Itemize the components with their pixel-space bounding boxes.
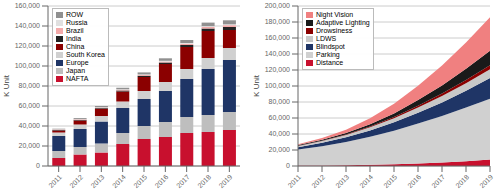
html-text:LDWS: LDWS: [316, 35, 337, 42]
svg-text:160,000: 160,000: [15, 2, 40, 9]
svg-text:160,000: 160,000: [265, 34, 290, 41]
svg-text:60,000: 60,000: [269, 114, 291, 121]
html-text:Russia: Russia: [66, 19, 88, 26]
html-text:Japan: Japan: [66, 67, 86, 74]
svg-text:40,000: 40,000: [19, 122, 41, 129]
svg-text:120,000: 120,000: [15, 42, 40, 49]
svg-text:2015: 2015: [132, 173, 148, 189]
svg-text:2019: 2019: [478, 173, 492, 189]
html-text:India: India: [66, 35, 82, 42]
html-text:South Korea: South Korea: [66, 51, 105, 58]
svg-text:100,000: 100,000: [265, 82, 290, 89]
svg-text:2018: 2018: [196, 173, 212, 189]
svg-text:2013: 2013: [90, 173, 106, 189]
svg-text:2015: 2015: [382, 173, 398, 189]
svg-text:2013: 2013: [334, 173, 350, 189]
html-text:Drowsiness: Drowsiness: [316, 27, 353, 34]
svg-text:140,000: 140,000: [15, 22, 40, 29]
svg-text:2014: 2014: [358, 173, 374, 189]
svg-text:0: 0: [36, 162, 40, 169]
svg-text:2012: 2012: [68, 173, 84, 189]
svg-text:2011: 2011: [287, 173, 303, 189]
svg-text:2018: 2018: [454, 173, 470, 189]
svg-text:2019: 2019: [218, 173, 234, 189]
svg-text:0: 0: [286, 162, 290, 169]
svg-text:60,000: 60,000: [19, 102, 41, 109]
svg-text:200,000: 200,000: [265, 2, 290, 9]
svg-text:120,000: 120,000: [265, 66, 290, 73]
svg-text:80,000: 80,000: [269, 98, 291, 105]
html-text:Europe: Europe: [66, 59, 89, 66]
html-text:Brazil: Brazil: [66, 27, 84, 34]
svg-text:20,000: 20,000: [269, 146, 291, 153]
html-text:Adaptive Lighting: Adaptive Lighting: [316, 19, 370, 26]
html-text:China: China: [66, 43, 85, 50]
svg-text:2011: 2011: [47, 173, 63, 189]
svg-text:2012: 2012: [310, 173, 326, 189]
svg-text:140,000: 140,000: [265, 50, 290, 57]
html-text:Night Vision: Night Vision: [316, 11, 354, 18]
svg-text:40,000: 40,000: [269, 130, 291, 137]
svg-text:2016: 2016: [154, 173, 170, 189]
svg-text:2014: 2014: [111, 173, 127, 189]
svg-text:K Unit: K Unit: [252, 74, 261, 97]
svg-text:2016: 2016: [406, 173, 422, 189]
html-text:NAFTA: NAFTA: [66, 75, 89, 82]
svg-text:K Unit: K Unit: [8, 74, 11, 97]
html-text:Blindspot: Blindspot: [316, 43, 345, 50]
svg-text:100,000: 100,000: [15, 62, 40, 69]
html-text:Distance: Distance: [316, 59, 344, 66]
svg-text:80,000: 80,000: [19, 82, 41, 89]
svg-text:180,000: 180,000: [265, 18, 290, 25]
svg-text:20,000: 20,000: [19, 142, 41, 149]
html-text:ROW: ROW: [66, 11, 84, 18]
svg-text:2017: 2017: [175, 173, 191, 189]
html-text:Parking: Parking: [316, 51, 340, 58]
svg-text:2017: 2017: [430, 173, 446, 189]
